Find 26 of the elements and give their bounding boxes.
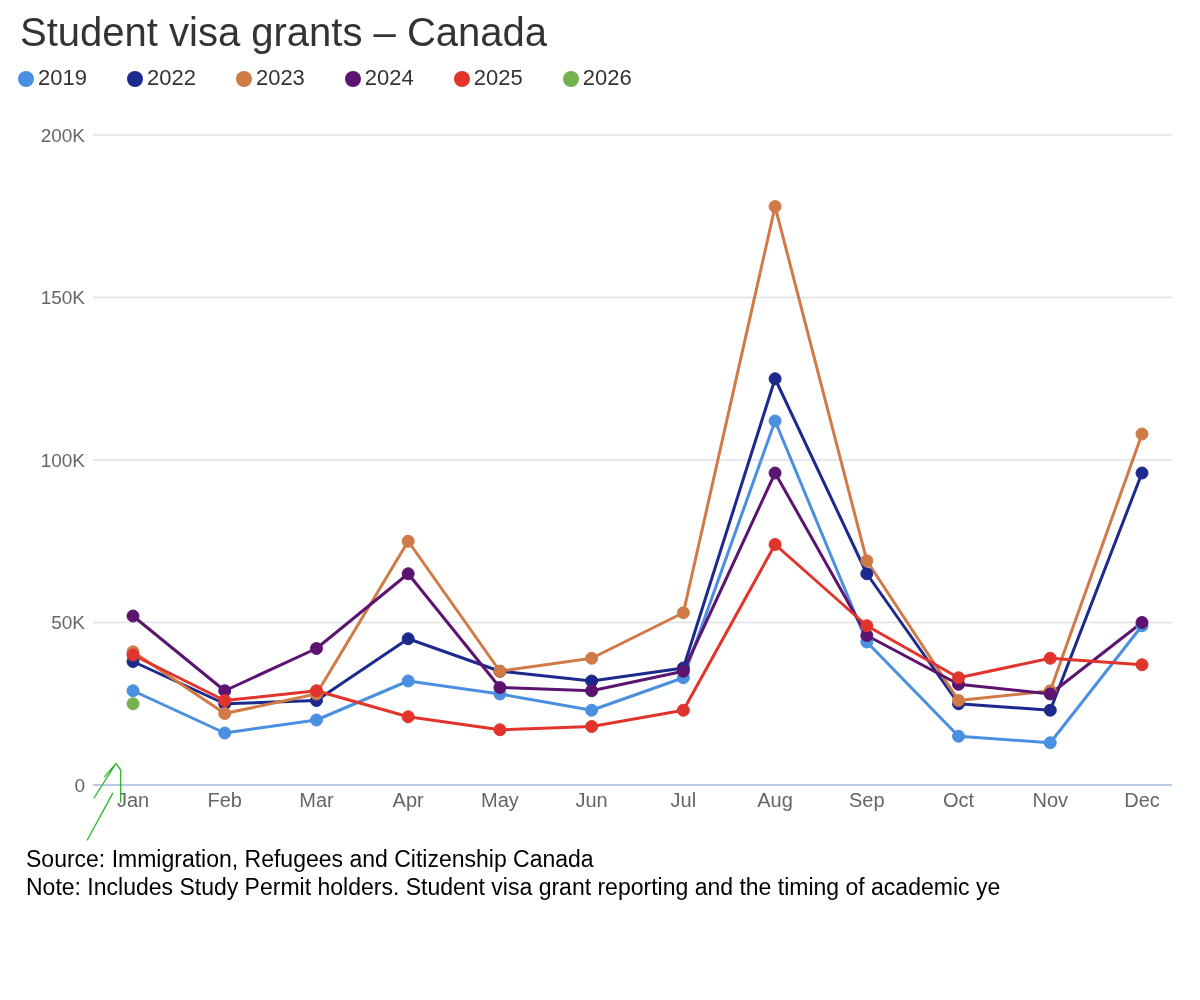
x-tick-label: Nov xyxy=(1032,789,1069,812)
x-tick-label: May xyxy=(481,789,519,812)
y-tick-label: 50K xyxy=(51,612,86,634)
x-tick-label: Dec xyxy=(1124,789,1160,812)
source-note: Source: Immigration, Refugees and Citizenship Canada xyxy=(26,845,595,873)
x-tick-label: Aug xyxy=(757,789,793,812)
legend-label: 2022 xyxy=(146,65,196,90)
x-tick-label: Jan xyxy=(116,789,150,812)
x-tick-label: Mar xyxy=(299,789,335,812)
x-tick-label: Feb xyxy=(207,789,242,812)
text: Note: Includes Study Permit holders. Student visa grant reporting and the timing of academic ye xyxy=(26,873,1002,901)
y-tick-label: 200K xyxy=(40,124,86,146)
x-tick-label: Oct xyxy=(942,789,975,812)
legend-label: 2023 xyxy=(255,65,305,90)
legend-label: 2026 xyxy=(582,65,632,90)
x-tick-label: Sep xyxy=(849,789,885,812)
legend-label: 2025 xyxy=(473,65,523,90)
legend-label: 2019 xyxy=(38,65,87,90)
chart-title: Student visa grants – Canada xyxy=(20,10,548,55)
y-tick-label: 0 xyxy=(74,774,85,796)
legend-label: 2024 xyxy=(364,65,414,90)
x-tick-label: Jun xyxy=(575,789,608,812)
x-tick-label: Apr xyxy=(392,789,425,812)
y-tick-label: 150K xyxy=(40,287,86,309)
x-tick-label: Jul xyxy=(670,789,697,812)
y-tick-label: 100K xyxy=(40,449,86,471)
